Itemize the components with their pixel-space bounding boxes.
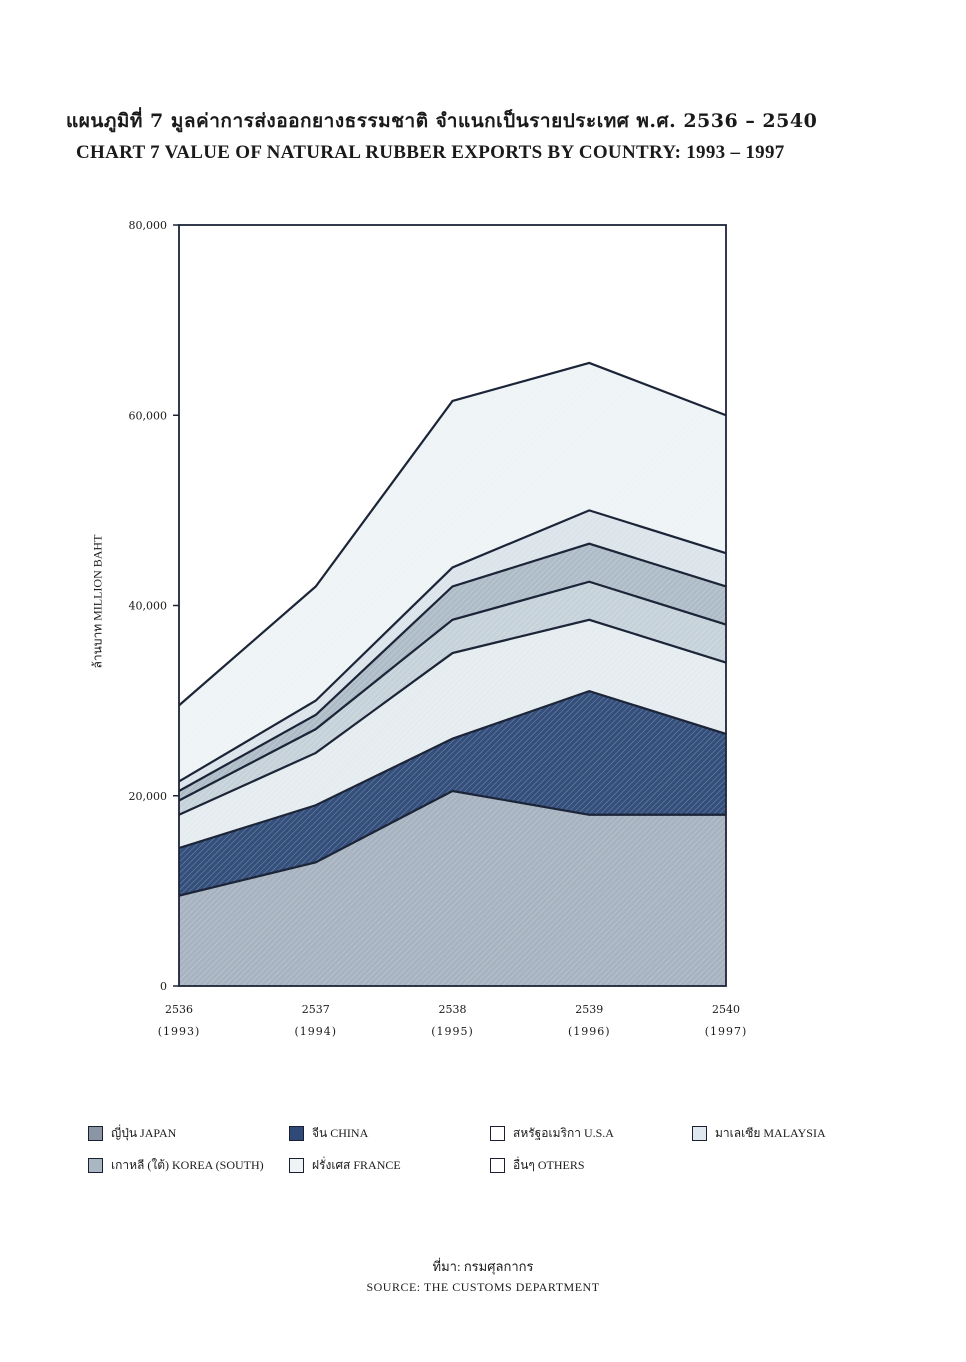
legend-item-france: ฝรั่งเศส FRANCE (289, 1156, 401, 1175)
legend-label-japan: ญี่ปุ่น JAPAN (111, 1126, 177, 1140)
series-boundary-line-5 (178, 509, 727, 783)
legend-swatch-korea (88, 1158, 103, 1173)
legend-swatch-china (289, 1126, 304, 1141)
legend-swatch-france (289, 1158, 304, 1173)
series-boundary-line-3 (178, 580, 727, 802)
legend-item-china: จีน CHINA (289, 1124, 368, 1143)
source-english: SOURCE: THE CUSTOMS DEPARTMENT (366, 1280, 600, 1294)
series-boundary-line-1 (178, 689, 727, 850)
series-boundary-line-0 (178, 789, 726, 897)
y-axis-ticks: 0 20,000 40,000 60,000 80,000 (129, 219, 179, 993)
x-axis-ticks: 2536 (1993) 2537 (1994) 2538 (1995) 2539 (1996)… (158, 1003, 748, 1038)
legend-swatch-usa (490, 1126, 505, 1141)
x-tick-label-ad: (1995) (431, 1025, 474, 1038)
legend-swatch-japan (88, 1126, 103, 1141)
legend-label-others: อื่นๆ OTHERS (513, 1158, 585, 1172)
y-tick-label: 0 (160, 980, 167, 993)
legend-label-usa: สหรัฐอเมริกา U.S.A (513, 1126, 614, 1140)
legend-swatch-malaysia (692, 1126, 707, 1141)
series-boundary-line-4 (178, 542, 727, 792)
legend-label-malaysia: มาเลเซีย MALAYSIA (715, 1126, 826, 1140)
area-texture-0 (179, 790, 726, 986)
stacked-area-chart: 0 20,000 40,000 60,000 80,000 2536 (1993) 2537… (129, 219, 748, 1038)
x-tick-label-be: 2539 (575, 1003, 603, 1016)
x-tick-label-be: 2536 (165, 1003, 193, 1016)
area-texture-6 (179, 362, 726, 782)
y-tick-label: 20,000 (129, 790, 168, 803)
x-tick-label-ad: (1994) (294, 1025, 337, 1038)
chart-title-english: CHART 7 VALUE OF NATURAL RUBBER EXPORTS … (76, 142, 785, 163)
legend-item-japan: ญี่ปุ่น JAPAN (88, 1124, 176, 1143)
x-tick-label-ad: (1996) (568, 1025, 611, 1038)
y-tick-label: 80,000 (129, 219, 168, 232)
x-tick-label-ad: (1997) (705, 1025, 748, 1038)
legend-item-usa: สหรัฐอเมริกา U.S.A (490, 1124, 614, 1143)
area-texture-2 (179, 619, 726, 849)
legend: ญี่ปุ่น JAPAN จีน CHINA สหรัฐอเมริกา U.S… (86, 1120, 886, 1180)
y-tick-label: 60,000 (129, 409, 168, 422)
series-boundary-line-6 (178, 361, 727, 707)
legend-item-malaysia: มาเลเซีย MALAYSIA (692, 1124, 826, 1143)
chart-title-thai: แผนภูมิที่ 7 มูลค่าการส่งออกยางธรรมชาติ … (66, 110, 818, 132)
legend-label-china: จีน CHINA (312, 1126, 369, 1140)
source-thai: ที่มา: กรมศุลกากร (432, 1259, 534, 1274)
series-boundary-line-2 (178, 618, 727, 816)
x-tick-label-be: 2537 (302, 1003, 330, 1016)
y-tick-label: 40,000 (129, 600, 168, 613)
legend-swatch-others (490, 1158, 505, 1173)
legend-label-korea: เกาหลี (ใต้) KOREA (SOUTH) (111, 1158, 264, 1172)
x-tick-label-be: 2538 (439, 1003, 467, 1016)
area-layers (178, 361, 727, 986)
x-tick-label-be: 2540 (712, 1003, 740, 1016)
area-texture-1 (179, 691, 726, 896)
legend-item-others: อื่นๆ OTHERS (490, 1156, 585, 1175)
x-tick-label-ad: (1993) (158, 1025, 201, 1038)
area-texture-5 (179, 510, 726, 791)
area-texture-3 (179, 581, 726, 815)
legend-item-korea: เกาหลี (ใต้) KOREA (SOUTH) (88, 1156, 264, 1175)
legend-label-france: ฝรั่งเศส FRANCE (312, 1158, 401, 1172)
